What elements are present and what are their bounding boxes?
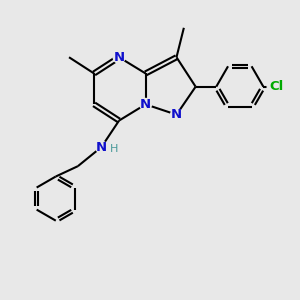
Circle shape — [171, 109, 182, 121]
Text: N: N — [96, 141, 107, 154]
Text: N: N — [140, 98, 151, 111]
Circle shape — [95, 141, 107, 153]
Circle shape — [140, 98, 152, 110]
Text: N: N — [113, 51, 124, 64]
Text: Cl: Cl — [269, 80, 283, 93]
Circle shape — [113, 51, 125, 63]
Circle shape — [267, 78, 285, 95]
Text: N: N — [171, 108, 182, 121]
Text: H: H — [110, 143, 118, 154]
